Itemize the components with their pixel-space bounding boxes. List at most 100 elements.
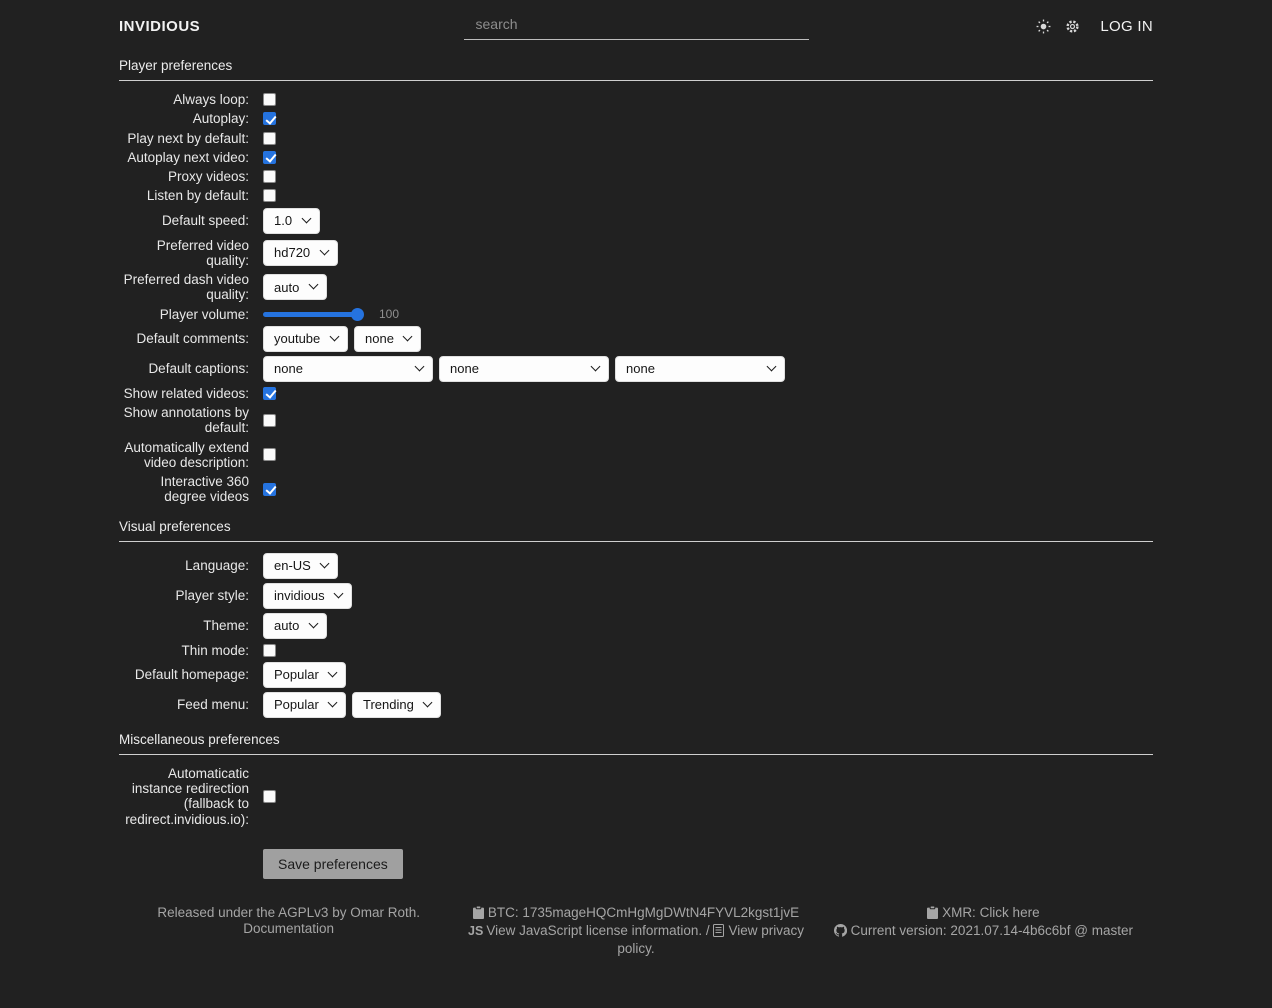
default-captions-select-2[interactable]: none xyxy=(615,355,785,382)
clipboard-icon xyxy=(472,905,484,923)
feed-menu-select-0[interactable]: Popular xyxy=(263,691,346,718)
pref-row-listen-by-default: Listen by default: xyxy=(119,188,1153,203)
pref-control-player-volume: 100 xyxy=(263,307,399,321)
pref-label-extend-description: Automatically extend video description: xyxy=(124,439,249,470)
default-homepage-select-wrap: Popular xyxy=(263,661,346,688)
footer: Released under the AGPLv3 by Omar Roth. … xyxy=(119,905,1153,976)
pref-control-theme: auto xyxy=(263,612,327,639)
js-icon: JS xyxy=(468,924,484,939)
pref-row-interactive-360: Interactive 360 degree videos xyxy=(119,474,1153,505)
show-related-videos-checkbox[interactable] xyxy=(263,386,276,400)
sun-icon[interactable] xyxy=(1035,18,1051,34)
default-homepage-select[interactable]: Popular xyxy=(263,661,346,688)
pref-row-default-comments: Default comments: youtube none xyxy=(119,325,1153,352)
listen-by-default-checkbox[interactable] xyxy=(263,189,276,203)
default-comments-select-wrap-0: youtube xyxy=(263,325,348,352)
js-license-link[interactable]: View JavaScript license information. xyxy=(486,923,703,939)
default-speed-select-wrap: 1.0 xyxy=(263,207,320,234)
documentation-link[interactable]: Documentation xyxy=(243,921,335,937)
show-annotations-checkbox[interactable] xyxy=(263,413,276,427)
thin-mode-checkbox[interactable] xyxy=(263,643,276,657)
pref-control-interactive-360 xyxy=(263,482,276,496)
extend-description-checkbox[interactable] xyxy=(263,448,276,462)
pref-control-show-related-videos xyxy=(263,386,276,400)
btc-address-link[interactable]: BTC: 1735mageHQCmHgMgDWtN4FYVL2kgst1jvE xyxy=(487,904,800,920)
pref-row-show-related-videos: Show related videos: xyxy=(119,386,1153,401)
save-preferences-button[interactable]: Save preferences xyxy=(263,848,403,879)
pref-row-player-style: Player style: invidious xyxy=(119,582,1153,609)
play-next-by-default-checkbox[interactable] xyxy=(263,131,276,145)
preferred-video-quality-select[interactable]: hd720 xyxy=(263,239,338,266)
autoplay-checkbox[interactable] xyxy=(263,112,276,126)
preferences-page: Player preferences Always loop: Autoplay:… xyxy=(119,58,1153,879)
pref-row-proxy-videos: Proxy videos: xyxy=(119,169,1153,184)
default-speed-select[interactable]: 1.0 xyxy=(263,207,320,234)
section-title: Visual preferences xyxy=(119,519,1153,542)
default-captions-select-1[interactable]: none xyxy=(439,355,609,382)
default-comments-select-1[interactable]: none xyxy=(354,325,421,352)
player-style-select-wrap: invidious xyxy=(263,582,352,609)
search-input[interactable] xyxy=(463,12,809,40)
pref-label-default-comments: Default comments: xyxy=(136,331,249,347)
gear-icon[interactable] xyxy=(1064,18,1080,34)
pref-label-language: Language: xyxy=(185,557,249,573)
app-logo[interactable]: INVIDIOUS xyxy=(119,17,201,35)
theme-select[interactable]: auto xyxy=(263,612,327,639)
pref-label-show-annotations: Show annotations by default: xyxy=(123,405,249,436)
footer-middle: BTC: 1735mageHQCmHgMgDWtN4FYVL2kgst1jvE … xyxy=(466,905,805,958)
clipboard-icon xyxy=(927,905,939,923)
default-comments-select-0[interactable]: youtube xyxy=(263,325,348,352)
section-title: Player preferences xyxy=(119,58,1153,81)
privacy-policy-link[interactable]: View privacy policy. xyxy=(617,923,804,957)
feed-menu-select-1[interactable]: Trending xyxy=(352,691,441,718)
topbar-actions: LOG IN xyxy=(809,18,1154,35)
section-player-preferences: Player preferences Always loop: Autoplay:… xyxy=(119,58,1153,505)
language-select[interactable]: en-US xyxy=(263,552,338,579)
pref-control-feed-menu: Popular Trending xyxy=(263,691,441,718)
login-link[interactable]: LOG IN xyxy=(1100,17,1153,35)
default-captions-select-0[interactable]: none xyxy=(263,355,433,382)
pref-label-play-next-by-default: Play next by default: xyxy=(127,130,249,146)
pref-label-player-volume: Player volume: xyxy=(159,306,249,322)
pref-row-show-annotations: Show annotations by default: xyxy=(119,405,1153,436)
section-miscellaneous-preferences: Miscellaneous preferences Automaticatic … xyxy=(119,732,1153,827)
interactive-360-checkbox[interactable] xyxy=(263,482,276,496)
language-select-wrap: en-US xyxy=(263,552,338,579)
separator-text: / xyxy=(702,923,714,939)
always-loop-checkbox[interactable] xyxy=(263,93,276,107)
pref-control-preferred-dash-video-quality: auto xyxy=(263,274,327,301)
pref-label-player-style: Player style: xyxy=(175,587,249,603)
pref-row-player-volume: Player volume: 100 xyxy=(119,307,1153,322)
auto-redirect-checkbox[interactable] xyxy=(263,789,276,803)
player-style-select[interactable]: invidious xyxy=(263,582,352,609)
pref-row-default-homepage: Default homepage: Popular xyxy=(119,661,1153,688)
xmr-link[interactable]: XMR: Click here xyxy=(942,904,1040,920)
pref-control-autoplay-next-video xyxy=(263,150,276,164)
player-volume-slider[interactable] xyxy=(263,307,364,321)
pref-label-autoplay: Autoplay: xyxy=(192,111,249,127)
autoplay-next-video-checkbox[interactable] xyxy=(263,150,276,164)
proxy-videos-checkbox[interactable] xyxy=(263,170,276,184)
default-captions-select-wrap-0: none xyxy=(263,355,433,382)
preferred-dash-video-quality-select[interactable]: auto xyxy=(263,274,327,301)
pref-label-autoplay-next-video: Autoplay next video: xyxy=(127,149,249,165)
pref-row-always-loop: Always loop: xyxy=(119,92,1153,107)
pref-control-preferred-video-quality: hd720 xyxy=(263,239,338,266)
pref-control-always-loop xyxy=(263,93,276,107)
default-captions-select-wrap-2: none xyxy=(615,355,785,382)
pref-control-thin-mode xyxy=(263,643,276,657)
topbar: INVIDIOUS LOG IN xyxy=(119,0,1153,40)
pref-control-default-comments: youtube none xyxy=(263,325,421,352)
pref-row-feed-menu: Feed menu: Popular Trending xyxy=(119,691,1153,718)
pref-label-auto-redirect: Automaticatic instance redirection (fall… xyxy=(125,765,249,827)
section-rows: Language: en-US Player style: invidious Them… xyxy=(119,552,1153,718)
pref-label-feed-menu: Feed menu: xyxy=(176,697,249,713)
preferred-video-quality-select-wrap: hd720 xyxy=(263,239,338,266)
footer-left: Released under the AGPLv3 by Omar Roth. … xyxy=(119,905,458,958)
pref-label-theme: Theme: xyxy=(203,617,249,633)
slider-thumb[interactable] xyxy=(351,307,364,321)
default-captions-select-wrap-1: none xyxy=(439,355,609,382)
pref-label-listen-by-default: Listen by default: xyxy=(146,188,249,204)
document-icon xyxy=(713,924,725,941)
license-text: Released under the AGPLv3 by Omar Roth. xyxy=(157,904,420,920)
